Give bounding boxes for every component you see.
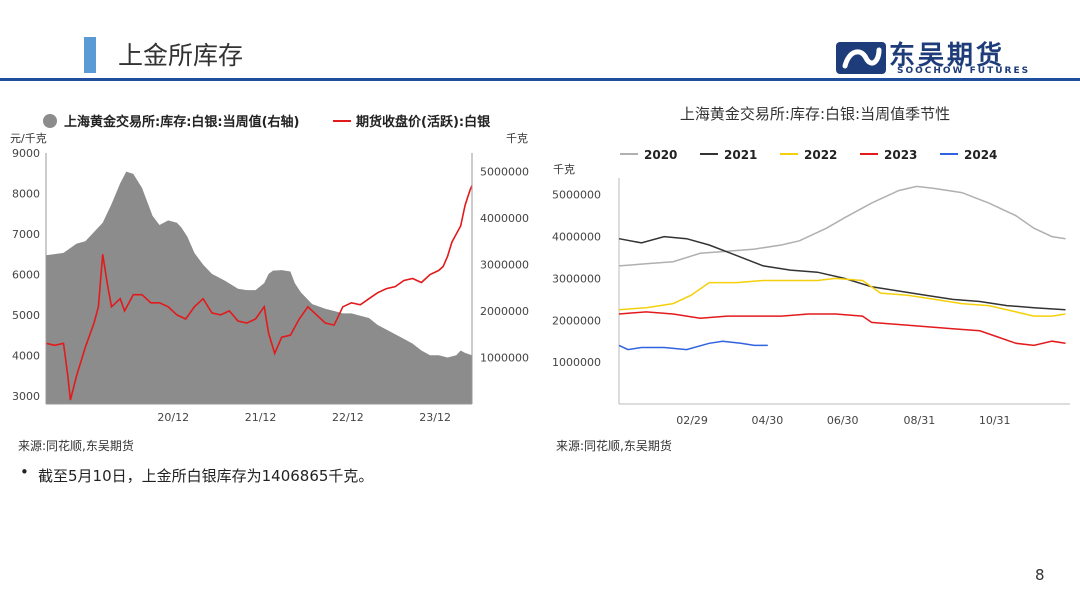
x-tick-label: 06/30 (827, 414, 859, 427)
price-line (45, 185, 473, 401)
y-tick-label: 5000000 (552, 189, 601, 202)
page-number: 8 (1035, 566, 1045, 584)
left-tick-label: 9000 (12, 147, 40, 160)
left-source: 来源:同花顺,东吴期货 (18, 439, 134, 453)
right-tick-label: 5000000 (480, 166, 529, 179)
x-tick-label: 22/12 (332, 411, 364, 424)
series-line-2023 (618, 311, 1066, 347)
summary-note: 截至5月10日，上金所白银库存为1406865千克。 (38, 467, 374, 485)
y-tick-label: 1000000 (552, 356, 601, 369)
left-tick-label: 8000 (12, 187, 40, 200)
company-logo-icon (836, 42, 886, 74)
x-tick-label: 10/31 (979, 414, 1011, 427)
inventory-area (46, 171, 472, 404)
x-tick-label: 04/30 (752, 414, 784, 427)
left-chart: 上海黄金交易所:库存:白银:当周值(右轴) 期货收盘价(活跃):白银元/千克 千克 9… (10, 114, 529, 424)
legend-label-inventory: 上海黄金交易所:库存:白银:当周值(右轴) (64, 114, 299, 130)
x-tick-label: 08/31 (904, 414, 936, 427)
right-source: 来源:同花顺,东吴期货 (556, 439, 672, 453)
logo-english-name: SOOCHOW FUTURES (897, 66, 1031, 76)
x-tick-label: 21/12 (245, 411, 277, 424)
left-tick-label: 6000 (12, 268, 40, 281)
legend-label-2024: 2024 (964, 148, 997, 162)
legend-label-price: 期货收盘价(活跃):白银 (356, 114, 491, 130)
right-axis-unit: 千克 (506, 132, 528, 145)
y-tick-label: 4000000 (552, 231, 601, 244)
legend-marker-inventory (43, 114, 57, 128)
right-tick-label: 1000000 (480, 352, 529, 365)
bullet-icon: • (20, 463, 29, 481)
y-tick-label: 3000000 (552, 272, 601, 285)
left-tick-label: 4000 (12, 349, 40, 362)
series-line-2020 (618, 185, 1066, 267)
logo-chinese-name: 东吴期货 (889, 41, 1006, 71)
title-accent-bar (84, 37, 96, 73)
left-tick-label: 3000 (12, 390, 40, 403)
legend-label-2022: 2022 (804, 148, 837, 162)
right-tick-label: 2000000 (480, 305, 529, 318)
series-line-2024 (618, 340, 768, 351)
x-tick-label: 20/12 (157, 411, 189, 424)
page-title: 上金所库存 (118, 41, 244, 70)
x-tick-label: 23/12 (419, 411, 451, 424)
header-divider (0, 78, 1080, 81)
left-tick-label: 7000 (12, 228, 40, 241)
left-tick-label: 5000 (12, 309, 40, 322)
legend-label-2021: 2021 (724, 148, 757, 162)
legend-label-2020: 2020 (644, 148, 677, 162)
x-tick-label: 02/29 (676, 414, 708, 427)
right-tick-label: 3000000 (480, 259, 529, 272)
y-tick-label: 2000000 (552, 314, 601, 327)
left-axis-unit: 元/千克 (10, 132, 47, 145)
right-tick-label: 4000000 (480, 212, 529, 225)
right-chart-unit: 千克 (553, 163, 575, 176)
series-line-2021 (618, 235, 1066, 311)
right-chart-title: 上海黄金交易所:库存:白银:当周值季节性 (680, 105, 950, 123)
legend-label-2023: 2023 (884, 148, 917, 162)
series-line-2022 (618, 277, 1066, 317)
